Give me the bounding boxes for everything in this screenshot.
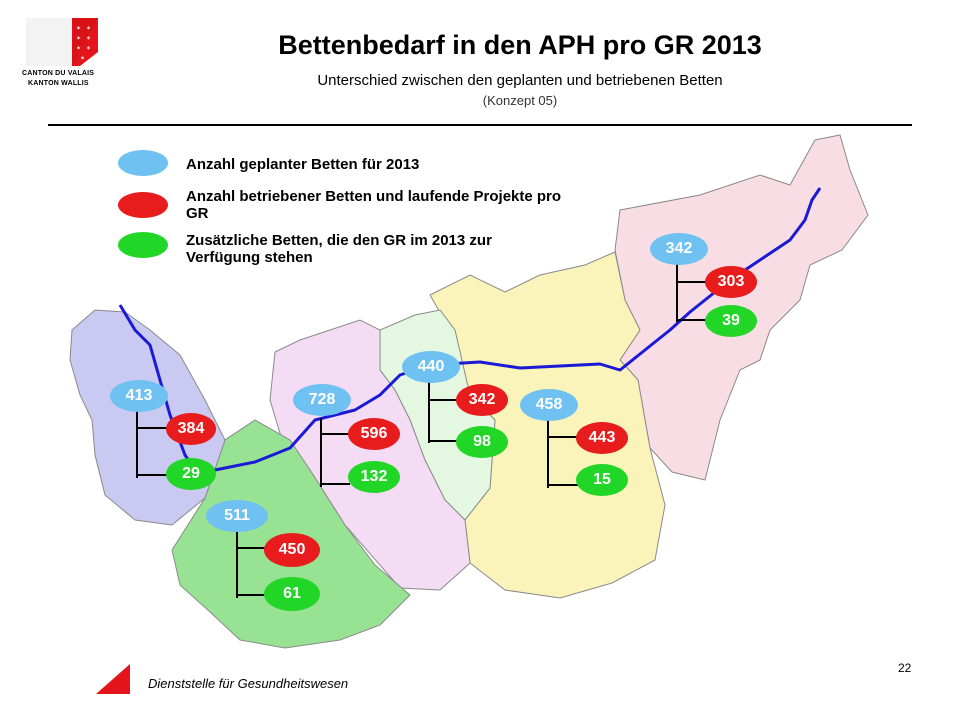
region-6-planned-badge: 342 <box>650 233 708 265</box>
title-divider <box>48 124 912 126</box>
region-3-operated-badge: 342 <box>456 384 508 416</box>
region-4-planned-badge: 458 <box>520 389 578 421</box>
canton-logo: ✶ ✶ ✶ ✶ ✶ ✶ ✶ CANTON DU VALAIS KANTON WALLI… <box>14 14 104 94</box>
region-1-planned-badge: 413 <box>110 380 168 412</box>
svg-text:✶: ✶ <box>86 45 91 52</box>
region-5-operated-badge: 450 <box>264 533 320 567</box>
svg-text:✶: ✶ <box>76 45 81 52</box>
region-5-planned-badge: 511 <box>206 500 268 532</box>
svg-text:✶: ✶ <box>76 35 81 42</box>
legend-operated-label: Anzahl betriebener Betten und laufende P… <box>186 188 562 222</box>
concept-note: (Konzept 05) <box>482 93 558 108</box>
corner-triangle-icon <box>96 664 130 694</box>
legend-planned-label: Anzahl geplanter Betten für 2013 <box>186 156 420 173</box>
svg-text:✶: ✶ <box>86 35 91 42</box>
region-6-additional-badge: 39 <box>705 305 757 337</box>
legend-operated-swatch <box>118 192 168 218</box>
svg-text:✶: ✶ <box>80 55 85 62</box>
connector-lines <box>136 263 707 598</box>
legend-additional-swatch <box>118 232 168 258</box>
svg-text:✶: ✶ <box>76 25 81 32</box>
svg-text:✶: ✶ <box>86 25 91 32</box>
region-2-additional-badge: 132 <box>348 461 400 493</box>
legend-planned: Anzahl geplanter Betten für 2013 <box>118 148 558 198</box>
legend-planned-swatch <box>118 150 168 176</box>
region-2-planned-badge: 728 <box>293 384 351 416</box>
legend-additional-label: Zusätzliche Betten, die den GR im 2013 z… <box>186 232 492 266</box>
region-4-operated-badge: 443 <box>576 422 628 454</box>
region-6-operated-badge: 303 <box>705 266 757 298</box>
region-3-planned-badge: 440 <box>402 351 460 383</box>
region-5-additional-badge: 61 <box>264 577 320 611</box>
legend-operated: Anzahl betriebener Betten und laufende P… <box>118 188 561 238</box>
legend-additional: Zusätzliche Betten, die den GR im 2013 z… <box>118 232 558 282</box>
logo-text-de: KANTON WALLIS <box>28 80 89 87</box>
coat-of-arms-icon: ✶ ✶ ✶ ✶ ✶ ✶ ✶ <box>26 18 98 66</box>
page-title: Bettenbedarf in den APH pro GR 2013 <box>278 30 762 60</box>
region-1-additional-badge: 29 <box>166 458 216 490</box>
region-4-additional-badge: 15 <box>576 464 628 496</box>
page-subtitle: Unterschied zwischen den geplanten und b… <box>317 72 723 89</box>
footer-department: Dienststelle für Gesundheitswesen <box>148 676 349 691</box>
region-2-operated-badge: 596 <box>348 418 400 450</box>
page-number: 22 <box>898 661 912 675</box>
logo-text-fr: CANTON DU VALAIS <box>22 70 95 77</box>
region-1-operated-badge: 384 <box>166 413 216 445</box>
region-3-additional-badge: 98 <box>456 426 508 458</box>
